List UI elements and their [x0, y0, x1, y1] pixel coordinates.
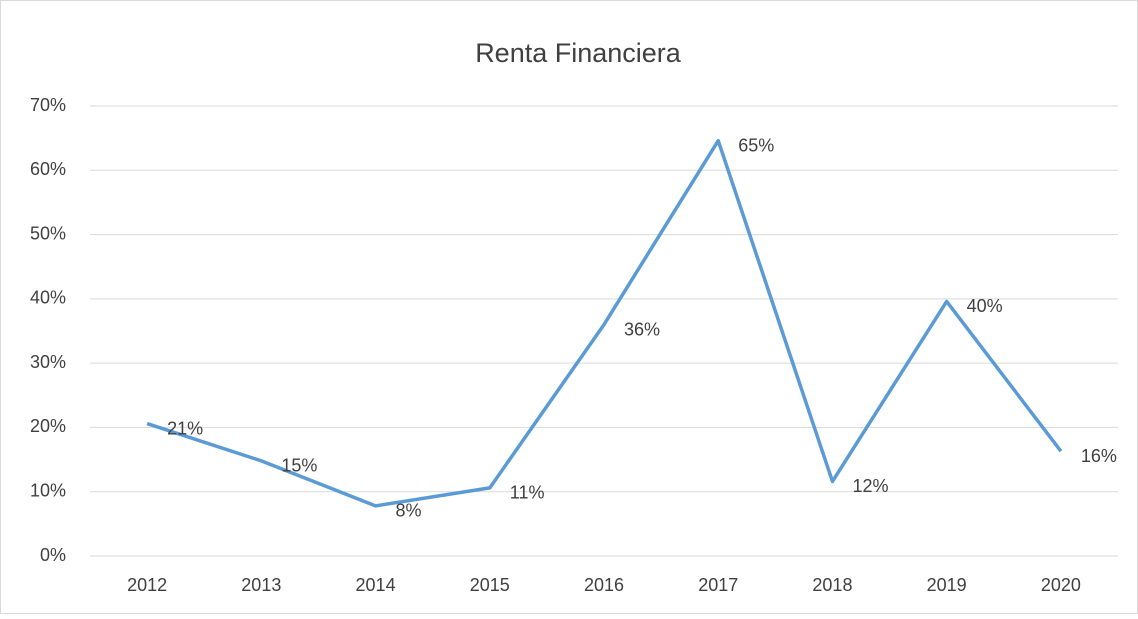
data-label: 8% [396, 501, 422, 521]
data-label: 65% [738, 135, 774, 155]
x-tick-label: 2020 [1041, 575, 1081, 595]
y-tick-label: 40% [30, 288, 66, 308]
data-label: 40% [967, 296, 1003, 316]
x-tick-label: 2019 [927, 575, 967, 595]
x-tick-label: 2017 [698, 575, 738, 595]
data-label: 16% [1081, 446, 1117, 466]
x-tick-label: 2013 [241, 575, 281, 595]
x-tick-label: 2016 [584, 575, 624, 595]
y-tick-label: 0% [40, 545, 66, 565]
data-label: 12% [852, 476, 888, 496]
line [146, 138, 1063, 508]
y-tick-label: 50% [30, 223, 66, 243]
data-label: 21% [167, 418, 203, 438]
x-tick-label: 2015 [470, 575, 510, 595]
x-tick-label: 2012 [127, 575, 167, 595]
x-tick-label: 2018 [812, 575, 852, 595]
y-tick-label: 20% [30, 416, 66, 436]
y-tick-label: 10% [30, 480, 66, 500]
y-tick-label: 30% [30, 352, 66, 372]
data-label: 36% [624, 319, 660, 339]
chart-title: Renta Financiera [475, 38, 682, 68]
data-label: 11% [510, 483, 545, 503]
x-tick-label: 2014 [356, 575, 396, 595]
y-tick-label: 70% [30, 95, 66, 115]
data-label: 15% [281, 456, 317, 476]
y-tick-label: 60% [30, 159, 66, 179]
